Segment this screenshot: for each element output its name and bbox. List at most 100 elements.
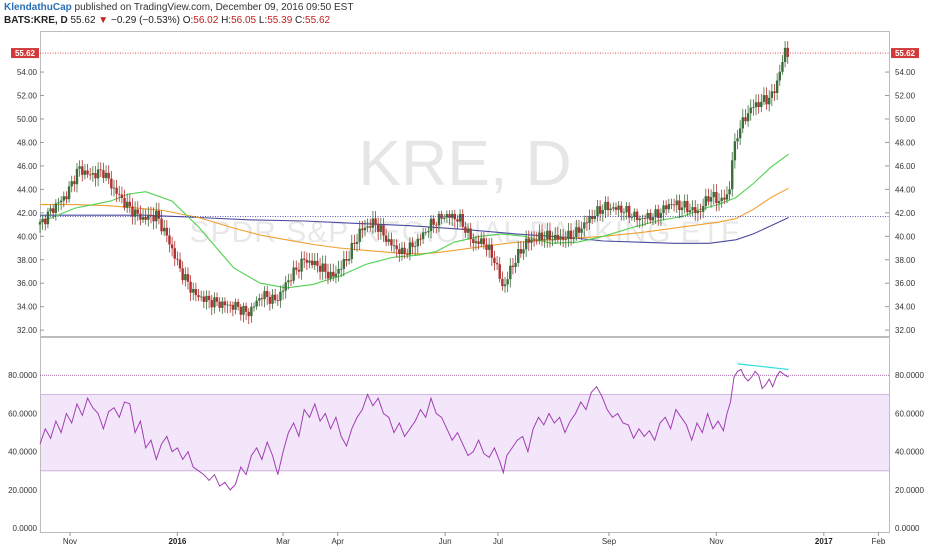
candle-body (197, 295, 200, 298)
candle-body (239, 306, 243, 315)
candle-body (575, 227, 578, 238)
candle-body (75, 168, 79, 185)
change-value: −0.29 (−0.53%) (110, 15, 180, 26)
x-tick-label: Apr (331, 537, 344, 546)
candle-body (530, 239, 533, 243)
candle-body (318, 265, 322, 272)
x-tick-label: Sep (602, 537, 617, 546)
candle-body (757, 102, 760, 107)
price-tick-label-right: 52.00 (895, 92, 916, 101)
candle-body (120, 194, 124, 198)
candle-body (155, 210, 158, 222)
candle-body (614, 207, 618, 210)
candle-body (321, 263, 324, 272)
symbol-header: BATS:KRE, D 55.62 ▼ −0.29 (−0.53%) O:56.… (4, 15, 330, 26)
candle-body (511, 265, 515, 267)
candle-body (345, 258, 348, 261)
candle-body (694, 207, 697, 214)
candle-body (305, 259, 309, 263)
candle-body (279, 291, 282, 301)
close-value: 55.62 (305, 15, 331, 26)
candle-body (62, 196, 65, 201)
candle-body (284, 282, 287, 291)
candle-body (250, 306, 253, 317)
candle-body (583, 222, 586, 229)
candle-body (712, 192, 715, 198)
candle-body (617, 205, 620, 210)
candle-body (696, 211, 700, 214)
candle-body (266, 291, 269, 297)
candle-body (403, 247, 406, 255)
candle-body (252, 306, 256, 308)
candle-body (736, 138, 739, 142)
candle-body (762, 95, 766, 102)
candle-body (382, 225, 385, 236)
candle-body (207, 295, 211, 301)
price-tick-label-left: 50.00 (17, 115, 38, 124)
candle-body (458, 214, 462, 222)
candle-body (289, 280, 293, 282)
candle-body (231, 304, 235, 310)
candle-body (580, 228, 583, 233)
candle-body (369, 226, 372, 228)
candle-body (329, 271, 332, 279)
candle-body (654, 209, 657, 218)
candle-body (300, 258, 303, 272)
candle-body (89, 174, 92, 176)
candle-body (268, 296, 272, 304)
price-tick-label-right: 50.00 (895, 115, 916, 124)
candle-body (332, 271, 335, 277)
candle-body (374, 218, 377, 225)
candle-body (324, 263, 327, 272)
rsi-tick-label-left: 60.0000 (8, 409, 37, 418)
watermark-ticker: KRE, D (358, 127, 571, 199)
candle-body (379, 225, 383, 232)
candle-body (168, 235, 171, 245)
price-tick-label-right: 54.00 (895, 68, 916, 77)
candle-body (165, 227, 169, 236)
candle-body (524, 238, 528, 250)
candle-body (419, 238, 422, 240)
candle-body (770, 91, 774, 98)
candle-body (554, 235, 557, 240)
candle-body (498, 264, 501, 279)
x-tick-label: 2017 (815, 537, 833, 546)
candle-body (271, 294, 274, 304)
candle-body (522, 249, 525, 254)
candle-body (540, 232, 544, 241)
candle-body (59, 200, 63, 203)
down-arrow-icon: ▼ (98, 15, 109, 26)
rsi-tick-label-left: 40.0000 (8, 448, 37, 457)
candle-body (509, 265, 512, 280)
candle-body (170, 244, 174, 249)
candle-body (448, 214, 451, 218)
candle-body (598, 206, 602, 214)
x-tick-label: Feb (872, 537, 886, 546)
candle-body (118, 193, 121, 195)
candle-body (70, 181, 73, 187)
candle-body (627, 206, 631, 218)
candle-body (606, 201, 610, 211)
candle-body (303, 258, 306, 260)
candle-body (99, 169, 102, 171)
open-value: 56.02 (193, 15, 219, 26)
candle-body (128, 201, 132, 207)
candle-body (408, 242, 412, 255)
candle-body (667, 204, 671, 210)
candle-body (411, 242, 414, 247)
candle-body (429, 218, 433, 232)
candle-body (141, 216, 145, 220)
candle-body (192, 289, 195, 293)
candle-body (287, 280, 290, 283)
rsi-tick-label-right: 20.0000 (895, 486, 924, 495)
candle-body (392, 245, 396, 247)
candle-body (112, 187, 116, 189)
candle-body (340, 268, 343, 270)
high-value: 56.05 (231, 15, 257, 26)
author-link[interactable]: KlendathuCap (4, 2, 72, 13)
price-tick-label-left: 32.00 (17, 326, 38, 335)
candle-body (670, 204, 673, 205)
candle-body (704, 196, 708, 207)
price-tick-label-right: 34.00 (895, 303, 916, 312)
